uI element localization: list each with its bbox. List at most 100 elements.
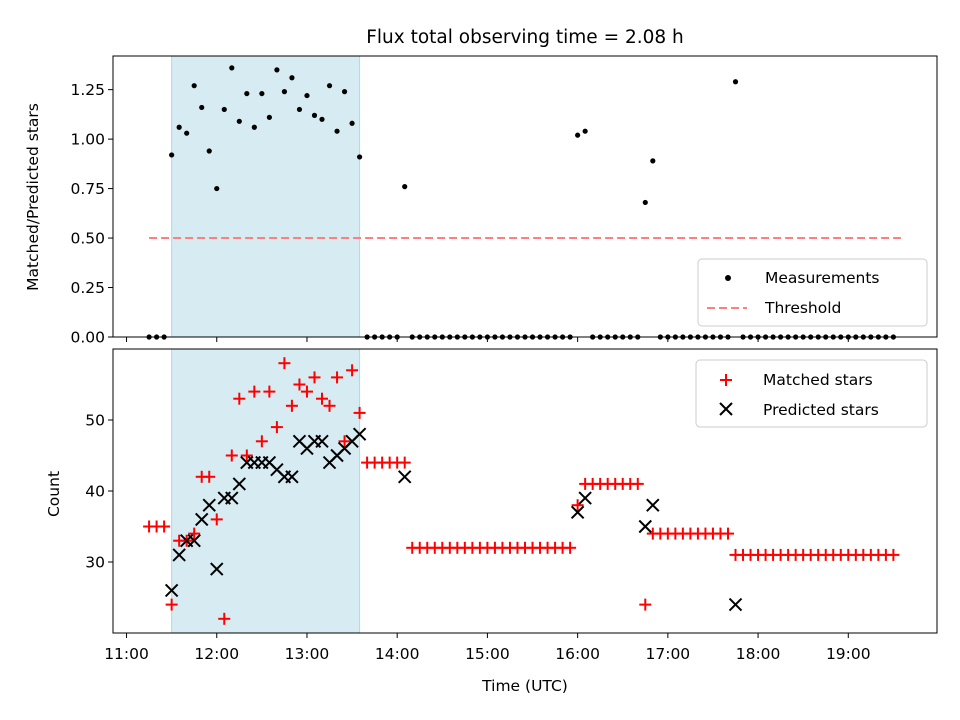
y-tick-label: 1.25 (70, 81, 105, 99)
predicted-star-point (728, 597, 743, 612)
predicted-star-point (570, 505, 585, 520)
bottom-legend: Matched stars Predicted stars (695, 359, 928, 428)
y-tick-label: 0.50 (70, 230, 105, 248)
measurement-point (642, 199, 648, 206)
predicted-stars-series (164, 427, 743, 612)
predicted-star-point (210, 562, 224, 576)
predicted-star-point (164, 583, 179, 598)
matched-star-point (331, 371, 344, 384)
top-y-ticks: 0.00 0.25 0.50 0.75 1.00 1.25 (70, 81, 113, 347)
matched-stars-series (143, 357, 900, 625)
measurement-point (732, 79, 739, 85)
x-tick-label: 13:00 (285, 645, 330, 663)
x-tick-label: 15:00 (465, 645, 510, 663)
matched-star-point (233, 392, 246, 405)
measurement-point (199, 104, 205, 111)
predicted-star-point (172, 548, 186, 562)
matched-star-point (278, 357, 291, 370)
matched-star-point (165, 598, 178, 611)
measurement-point (326, 83, 333, 89)
predicted-star-point (195, 512, 209, 527)
matched-legend-marker (720, 374, 732, 386)
x-tick-label: 17:00 (646, 645, 691, 663)
predicted-star-point (638, 519, 652, 534)
measurement-point (650, 158, 656, 164)
matched-star-point (240, 449, 253, 462)
matched-star-point (248, 385, 261, 398)
matched-star-point (158, 520, 171, 533)
matched-star-point (346, 364, 359, 377)
matched-star-point (571, 499, 584, 512)
matched-star-point (300, 385, 313, 398)
y-tick-label: 40 (85, 483, 105, 501)
measurement-point (575, 132, 581, 138)
measurement-point (244, 90, 250, 97)
bottom-panel: 30 40 50 11:00 12:00 13:00 14:00 15:00 16:00 17:… (45, 348, 938, 695)
y-tick-label: 30 (85, 554, 105, 572)
top-x-ticks (126, 337, 849, 342)
matched-star-point (203, 470, 216, 483)
measurement-point (281, 89, 288, 95)
y-tick-label: 0.00 (70, 329, 105, 347)
bottom-plot-area (112, 348, 938, 634)
measurement-point (266, 114, 272, 120)
x-tick-label: 11:00 (104, 645, 149, 663)
predicted-star-point (187, 533, 201, 548)
predicted-legend-marker (719, 402, 733, 416)
measurement-point (251, 124, 257, 130)
measurement-point (169, 152, 175, 158)
measurement-point (214, 185, 220, 192)
matched-star-point (270, 421, 283, 434)
top-y-axis-label: Matched/Predicted stars (24, 103, 42, 291)
matched-star-point (721, 527, 734, 540)
measurement-point (304, 92, 310, 99)
y-tick-label: 0.75 (70, 180, 105, 198)
measurement-point (176, 124, 182, 130)
chart-title: Flux total observing time = 2.08 h (366, 27, 684, 48)
measurement-point (296, 106, 303, 113)
measurement-point (206, 148, 212, 154)
predicted-star-point (202, 498, 216, 512)
matched-star-point (338, 435, 351, 448)
measurement-point (229, 65, 235, 71)
bottom-y-axis-label: Count (45, 471, 63, 517)
predicted-star-point (578, 491, 592, 505)
matched-star-point (210, 513, 223, 526)
matched-star-point (218, 612, 231, 625)
x-tick-label: 12:00 (194, 645, 239, 663)
matched-star-point (398, 456, 411, 469)
observing-span-top (171, 55, 361, 338)
measurement-point (319, 116, 325, 122)
measurement-point (221, 106, 227, 113)
y-tick-label: 0.25 (70, 279, 105, 297)
matched-star-point (564, 541, 577, 554)
matched-star-point (293, 378, 306, 391)
x-tick-label: 16:00 (555, 645, 600, 663)
measurement-point (334, 128, 340, 134)
legend-predicted-stars: Predicted stars (763, 401, 879, 419)
predicted-star-point (232, 477, 247, 491)
measurement-point (349, 120, 355, 126)
bottom-x-ticks: 11:00 12:00 13:00 14:00 15:00 16:00 17:00 18:00… (104, 633, 871, 663)
matched-star-point (188, 527, 201, 540)
measurement-point (341, 89, 348, 95)
predicted-star-point (352, 427, 367, 441)
measurement-point (582, 128, 588, 134)
legend-matched-stars: Matched stars (763, 371, 873, 389)
measurement-point (191, 83, 197, 89)
matched-star-point (353, 406, 366, 419)
legend-threshold: Threshold (764, 299, 841, 317)
matched-star-point (308, 371, 321, 384)
measurements-legend-marker (725, 275, 731, 281)
measurement-point (402, 184, 408, 190)
x-tick-label: 19:00 (826, 645, 871, 663)
x-tick-label: 14:00 (375, 645, 420, 663)
x-tick-label: 18:00 (736, 645, 781, 663)
matched-star-point (225, 449, 238, 462)
measurement-point (289, 75, 295, 81)
matched-star-point (323, 399, 336, 412)
matched-star-point (639, 598, 652, 611)
legend-measurements: Measurements (765, 269, 880, 287)
measurement-point (184, 130, 190, 136)
